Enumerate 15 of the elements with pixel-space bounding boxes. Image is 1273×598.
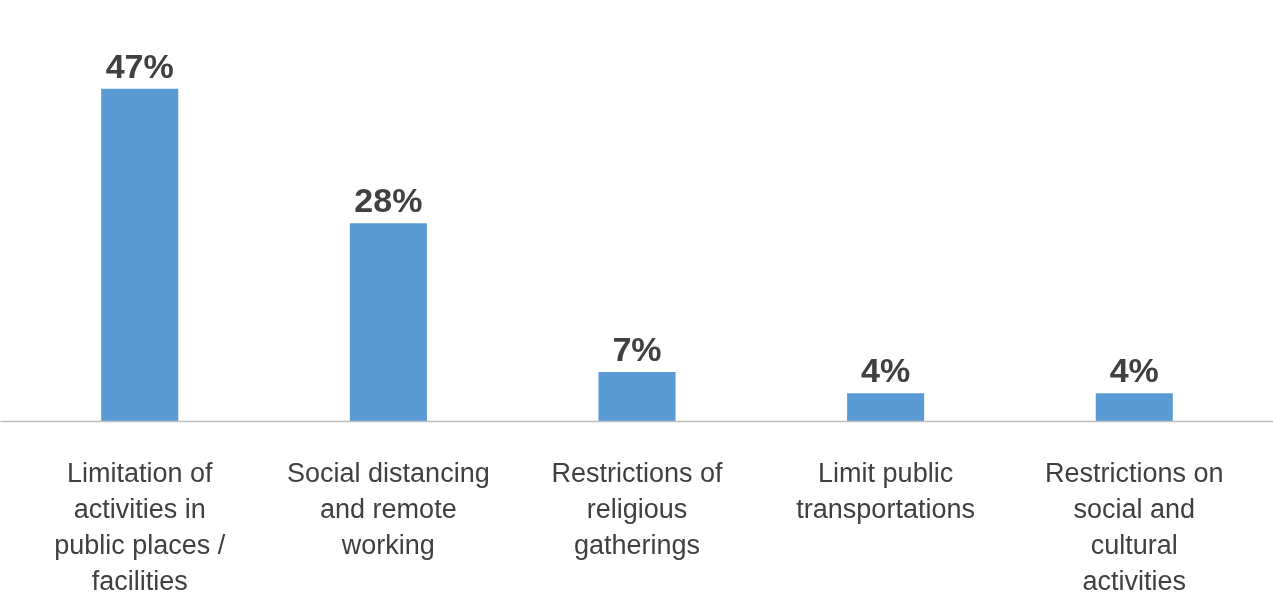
data-label: 7% — [612, 329, 662, 368]
x-tick-label: Social distancing and remote working — [287, 457, 490, 560]
bar — [101, 88, 179, 422]
bar — [349, 223, 427, 422]
data-label: 4% — [861, 351, 911, 390]
x-tick-label: Restrictions of religious gatherings — [551, 457, 724, 560]
data-label: 4% — [1109, 351, 1159, 390]
x-tick-label: Restrictions on social and cultural activities — [1044, 457, 1224, 596]
bar — [1095, 393, 1173, 422]
bar — [847, 393, 925, 422]
x-tick-label: Limit public transportations — [796, 457, 975, 524]
data-label: 47% — [105, 46, 174, 85]
x-tick-label: Limitation of activities in public places / facilities — [54, 457, 226, 596]
bar — [598, 371, 676, 422]
data-label: 28% — [354, 181, 423, 220]
